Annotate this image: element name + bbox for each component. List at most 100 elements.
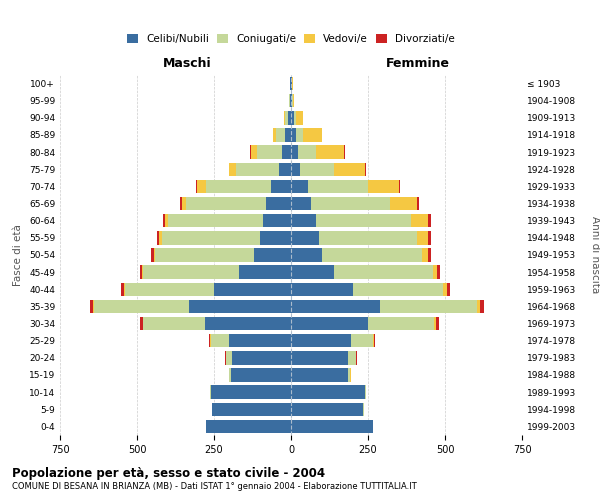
Bar xyxy=(143,266,239,279)
Bar xyxy=(428,248,431,262)
Text: Popolazione per età, sesso e stato civile - 2004: Popolazione per età, sesso e stato civil… xyxy=(12,466,325,479)
Bar xyxy=(319,231,417,244)
Bar xyxy=(443,282,446,296)
Bar xyxy=(291,128,296,141)
Bar xyxy=(290,94,291,108)
Bar xyxy=(190,300,291,313)
Bar xyxy=(231,368,291,382)
Bar xyxy=(125,282,214,296)
Bar xyxy=(291,282,353,296)
Bar xyxy=(334,162,365,176)
Text: Femmine: Femmine xyxy=(386,57,450,70)
Bar xyxy=(151,248,154,262)
Bar xyxy=(348,368,350,382)
Bar xyxy=(298,146,316,159)
Bar xyxy=(428,231,431,244)
Bar xyxy=(296,111,304,124)
Bar xyxy=(436,317,439,330)
Bar xyxy=(206,180,271,193)
Bar xyxy=(93,300,94,313)
Bar xyxy=(214,282,291,296)
Bar xyxy=(300,162,334,176)
Bar xyxy=(206,420,291,433)
Bar xyxy=(437,266,440,279)
Bar xyxy=(351,334,373,347)
Text: COMUNE DI BESANA IN BRIANZA (MB) - Dati ISTAT 1° gennaio 2004 - Elaborazione TUT: COMUNE DI BESANA IN BRIANZA (MB) - Dati … xyxy=(12,482,417,491)
Bar xyxy=(446,282,450,296)
Bar xyxy=(257,146,282,159)
Bar xyxy=(180,197,182,210)
Bar xyxy=(161,231,260,244)
Bar xyxy=(90,300,93,313)
Bar xyxy=(168,214,263,228)
Bar xyxy=(365,162,366,176)
Bar xyxy=(142,266,143,279)
Bar xyxy=(289,94,290,108)
Bar xyxy=(276,128,286,141)
Bar xyxy=(121,282,124,296)
Bar xyxy=(417,197,419,210)
Bar xyxy=(286,111,288,124)
Bar xyxy=(291,146,298,159)
Bar xyxy=(316,146,344,159)
Bar xyxy=(157,231,159,244)
Bar xyxy=(186,197,266,210)
Bar xyxy=(322,248,422,262)
Bar xyxy=(433,266,437,279)
Bar xyxy=(263,214,291,228)
Bar xyxy=(196,180,197,193)
Bar xyxy=(478,300,480,313)
Bar xyxy=(140,317,143,330)
Bar xyxy=(291,94,292,108)
Bar xyxy=(422,248,428,262)
Bar xyxy=(211,334,229,347)
Bar xyxy=(209,334,211,347)
Bar xyxy=(288,111,291,124)
Bar xyxy=(292,77,293,90)
Bar xyxy=(356,351,357,364)
Bar xyxy=(291,300,380,313)
Bar xyxy=(291,317,368,330)
Bar xyxy=(294,111,296,124)
Bar xyxy=(291,248,322,262)
Bar xyxy=(94,300,190,313)
Bar xyxy=(211,386,291,399)
Bar xyxy=(291,77,292,90)
Bar xyxy=(291,231,319,244)
Bar xyxy=(373,334,374,347)
Bar xyxy=(163,214,165,228)
Bar xyxy=(239,266,291,279)
Bar xyxy=(251,146,257,159)
Bar xyxy=(284,111,286,124)
Bar xyxy=(229,368,231,382)
Bar xyxy=(316,214,411,228)
Bar xyxy=(291,334,351,347)
Bar xyxy=(232,351,291,364)
Bar xyxy=(293,94,294,108)
Bar xyxy=(291,111,294,124)
Bar xyxy=(229,162,236,176)
Bar xyxy=(291,420,373,433)
Bar xyxy=(250,146,251,159)
Text: Maschi: Maschi xyxy=(163,57,211,70)
Bar xyxy=(291,214,316,228)
Bar xyxy=(266,197,291,210)
Bar xyxy=(205,317,291,330)
Bar xyxy=(282,146,291,159)
Bar xyxy=(304,128,322,141)
Bar xyxy=(290,77,291,90)
Bar xyxy=(291,266,334,279)
Bar xyxy=(365,386,366,399)
Bar xyxy=(311,197,389,210)
Bar xyxy=(236,162,278,176)
Bar xyxy=(291,402,364,416)
Bar xyxy=(308,180,368,193)
Bar xyxy=(353,282,443,296)
Bar xyxy=(348,351,356,364)
Bar xyxy=(291,368,348,382)
Bar xyxy=(334,266,433,279)
Bar xyxy=(374,334,375,347)
Bar xyxy=(399,180,400,193)
Bar xyxy=(155,248,254,262)
Bar xyxy=(182,197,186,210)
